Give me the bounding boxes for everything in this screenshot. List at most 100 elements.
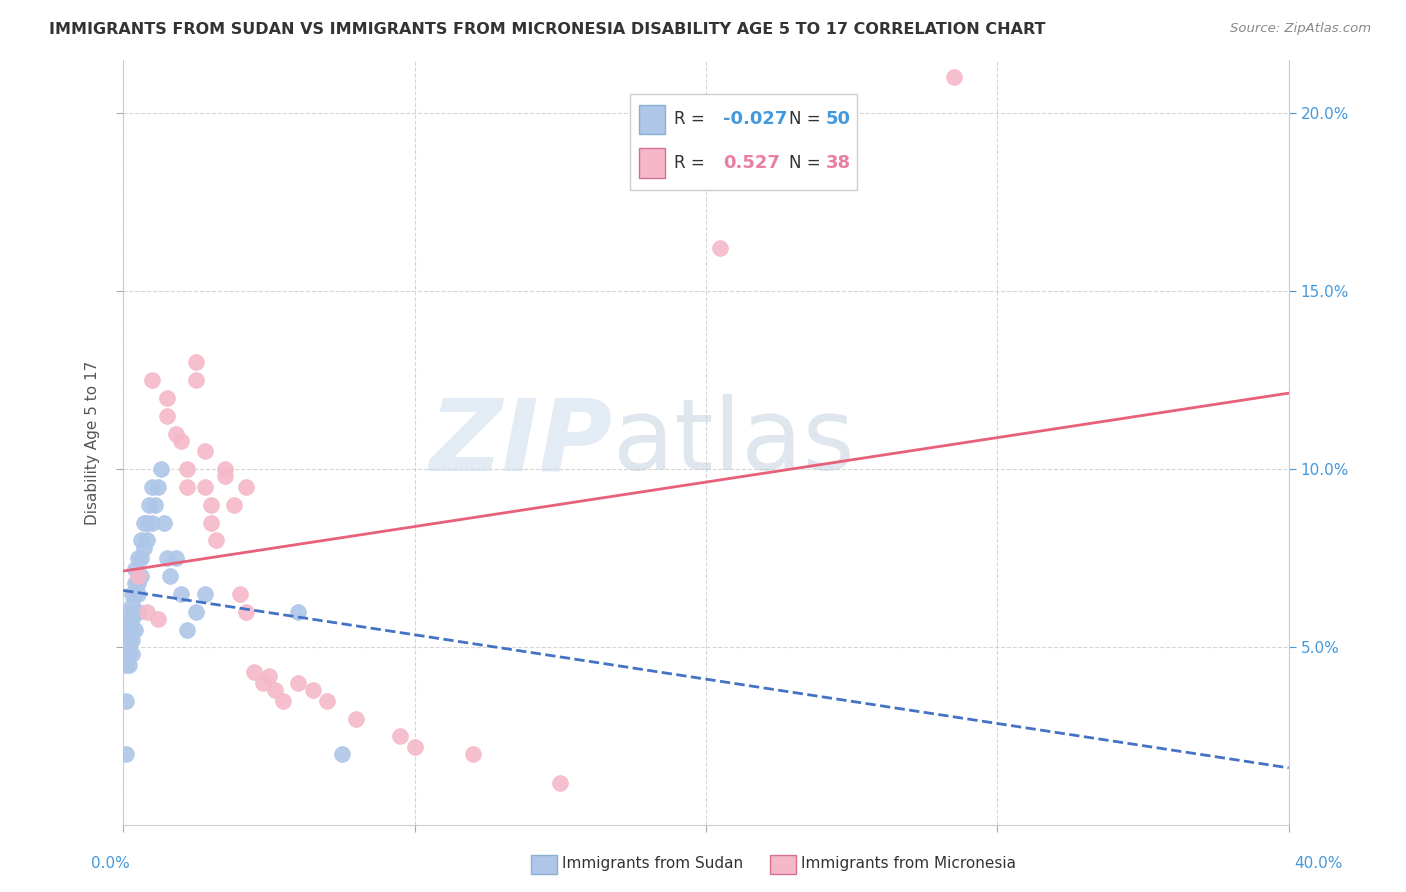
Point <box>170 434 193 448</box>
Text: -0.027: -0.027 <box>724 111 787 128</box>
Point <box>135 605 157 619</box>
Point <box>243 665 266 680</box>
Text: Immigrants from Sudan: Immigrants from Sudan <box>562 856 744 871</box>
Point <box>141 516 163 530</box>
Point <box>176 623 198 637</box>
Point <box>127 576 149 591</box>
Point <box>127 587 149 601</box>
Point <box>170 587 193 601</box>
Point <box>129 569 152 583</box>
Point <box>176 480 198 494</box>
Point <box>129 551 152 566</box>
Point <box>273 694 295 708</box>
Text: atlas: atlas <box>613 394 855 491</box>
Point <box>118 605 141 619</box>
Point <box>222 498 245 512</box>
Point <box>118 658 141 673</box>
Point <box>121 587 143 601</box>
Point <box>132 516 155 530</box>
Point <box>263 683 285 698</box>
Point <box>121 623 143 637</box>
Point <box>165 426 187 441</box>
Point <box>942 70 965 85</box>
Point <box>165 551 187 566</box>
Point <box>344 712 367 726</box>
Point <box>156 409 179 423</box>
Point <box>148 612 170 626</box>
Point <box>132 541 155 555</box>
Point <box>138 498 160 512</box>
Y-axis label: Disability Age 5 to 17: Disability Age 5 to 17 <box>86 360 100 524</box>
Point <box>159 569 181 583</box>
Point <box>121 648 143 662</box>
Point <box>461 747 484 762</box>
Point <box>124 623 146 637</box>
Point <box>235 480 257 494</box>
Point <box>121 598 143 612</box>
Text: 40.0%: 40.0% <box>1295 856 1343 871</box>
Point <box>150 462 173 476</box>
Point <box>548 775 571 789</box>
Text: IMMIGRANTS FROM SUDAN VS IMMIGRANTS FROM MICRONESIA DISABILITY AGE 5 TO 17 CORRE: IMMIGRANTS FROM SUDAN VS IMMIGRANTS FROM… <box>49 22 1046 37</box>
Text: N =: N = <box>789 111 825 128</box>
Point <box>235 605 257 619</box>
Point <box>184 373 207 387</box>
Point <box>156 391 179 405</box>
Point <box>257 669 280 683</box>
Point <box>127 569 149 583</box>
Point <box>115 640 138 655</box>
Point <box>176 462 198 476</box>
Point <box>143 498 166 512</box>
Point <box>194 444 217 458</box>
FancyBboxPatch shape <box>640 104 665 134</box>
Point <box>115 623 138 637</box>
Point <box>316 694 339 708</box>
Text: 50: 50 <box>825 111 851 128</box>
Text: R =: R = <box>675 154 716 172</box>
Point <box>118 623 141 637</box>
Point <box>156 551 179 566</box>
Text: Immigrants from Micronesia: Immigrants from Micronesia <box>801 856 1017 871</box>
Point <box>229 587 252 601</box>
Text: 38: 38 <box>825 154 851 172</box>
Point <box>124 587 146 601</box>
Point <box>115 747 138 762</box>
Point <box>709 241 731 255</box>
Point <box>129 533 152 548</box>
Text: R =: R = <box>675 111 710 128</box>
Point <box>287 605 309 619</box>
Point <box>127 605 149 619</box>
Point <box>287 676 309 690</box>
Point <box>404 740 426 755</box>
Point <box>388 730 411 744</box>
Point <box>141 373 163 387</box>
Point <box>118 633 141 648</box>
Point <box>127 551 149 566</box>
Point <box>153 516 176 530</box>
Text: 0.527: 0.527 <box>724 154 780 172</box>
Point <box>184 355 207 369</box>
Point <box>141 480 163 494</box>
Point <box>121 612 143 626</box>
Point <box>115 694 138 708</box>
Point <box>124 576 146 591</box>
Point <box>135 516 157 530</box>
Point <box>205 533 228 548</box>
Point <box>124 605 146 619</box>
Point <box>135 533 157 548</box>
Text: 0.0%: 0.0% <box>91 856 131 871</box>
Point <box>330 747 353 762</box>
Text: Source: ZipAtlas.com: Source: ZipAtlas.com <box>1230 22 1371 36</box>
Point <box>252 676 274 690</box>
Point <box>194 480 217 494</box>
Point <box>124 562 146 576</box>
Point <box>214 469 236 483</box>
Point <box>200 498 222 512</box>
Point <box>214 462 236 476</box>
Point <box>118 640 141 655</box>
FancyBboxPatch shape <box>640 148 665 178</box>
Point <box>200 516 222 530</box>
Point <box>184 605 207 619</box>
Point <box>118 612 141 626</box>
Point <box>121 633 143 648</box>
